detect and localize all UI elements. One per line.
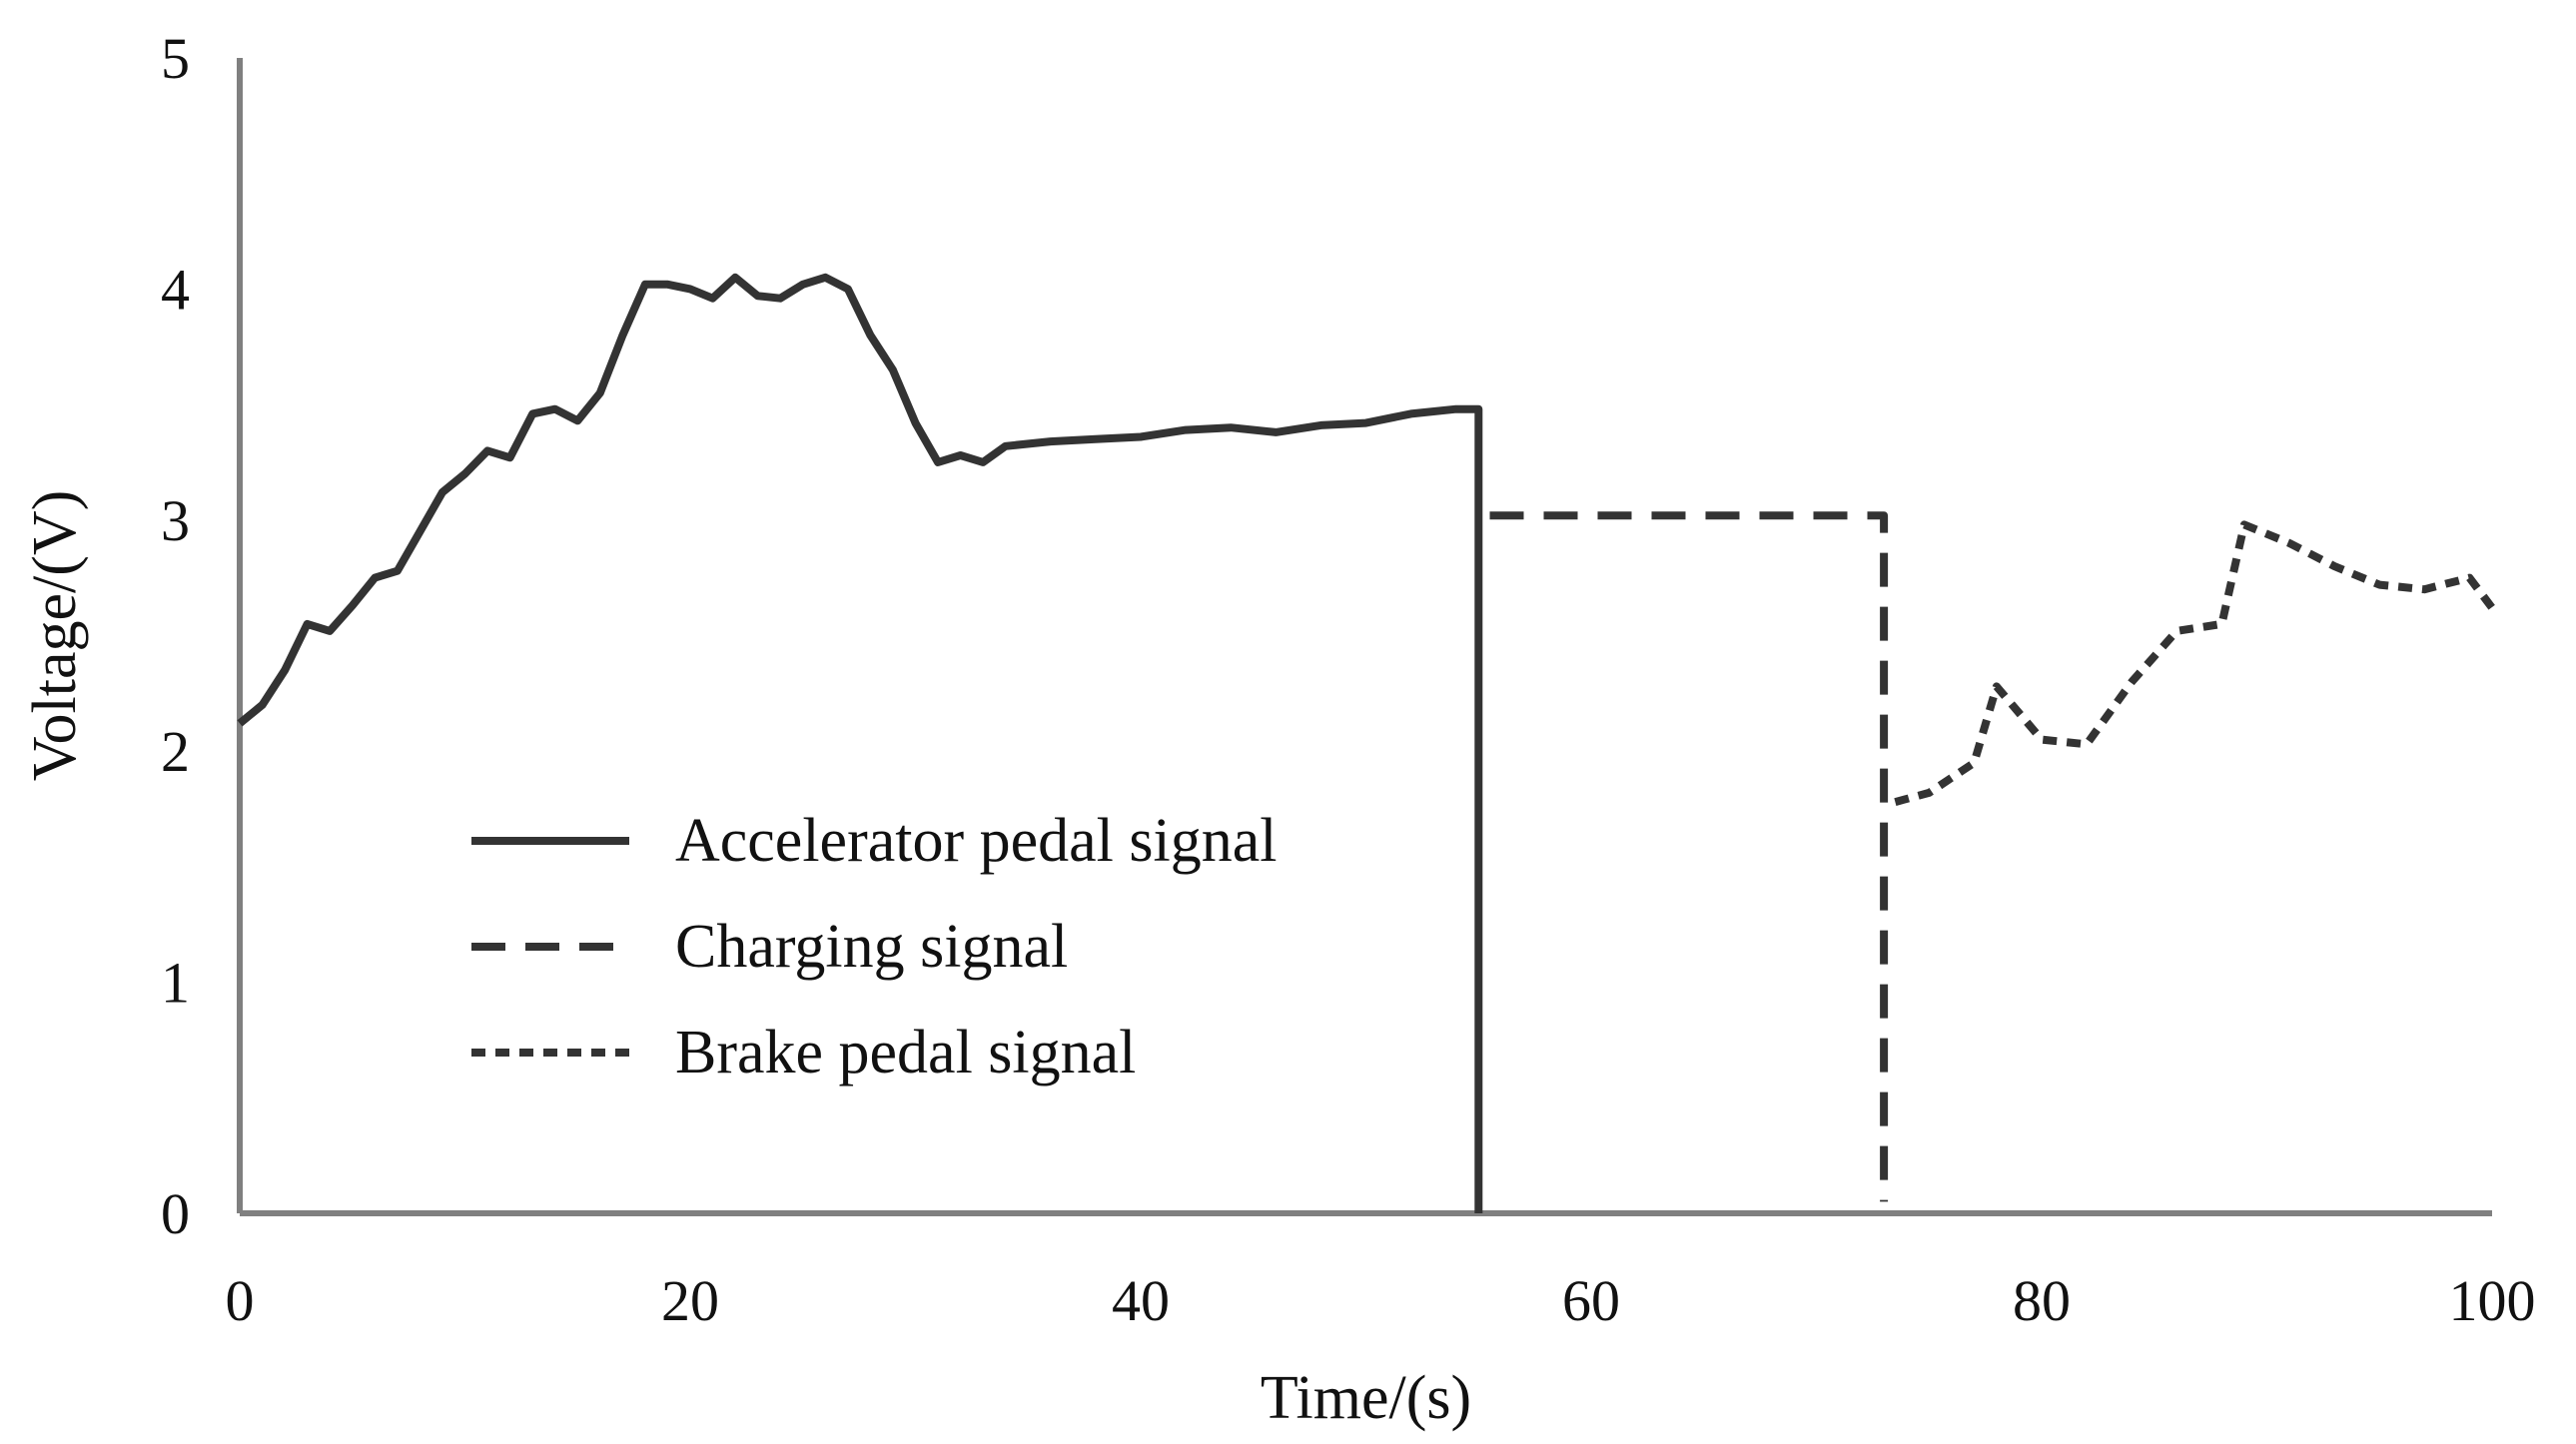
y-tick-label: 4 [161,257,190,322]
y-tick-label: 3 [161,488,190,553]
x-tick-label: 60 [1562,1268,1620,1333]
x-tick-label: 20 [661,1268,719,1333]
x-tick-labels: 0 20 40 60 80 100 [226,1268,2536,1333]
y-tick-label: 5 [161,26,190,91]
x-tick-label: 0 [226,1268,255,1333]
series-line-3 [1894,520,2496,806]
legend-label-2: Charging signal [675,913,1068,981]
x-tick-label: 80 [2013,1268,2071,1333]
series-line-1 [237,273,1483,1213]
series-layer [237,273,2496,1213]
y-tick-labels: 0 1 2 3 4 5 [161,26,190,1246]
legend-label-1: Accelerator pedal signal [675,807,1277,875]
legend-label-3: Brake pedal signal [675,1019,1136,1086]
y-tick-label: 0 [161,1181,190,1246]
plot-area [237,58,2492,1216]
x-tick-label: 100 [2449,1268,2536,1333]
y-tick-label: 1 [161,951,190,1016]
x-tick-label: 40 [1112,1268,1170,1333]
y-axis-title: Voltage/(V) [21,490,89,782]
x-axis-title: Time/(s) [1261,1364,1471,1432]
y-tick-label: 2 [161,719,190,784]
series-line-2 [1489,511,1889,1202]
legend: Accelerator pedal signal Charging signal B… [471,807,1277,1086]
